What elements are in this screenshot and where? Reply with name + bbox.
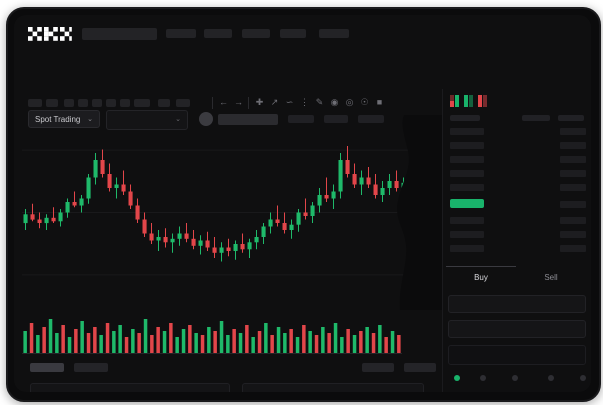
orderbook-view-toggles	[450, 95, 510, 109]
chart-toolbar: ← → ✚ ↗ ∽ ⋮ ✎ ◉ ◎ ☉ ■	[28, 95, 388, 111]
volume-chart	[22, 315, 402, 355]
percent-step-0[interactable]	[454, 375, 460, 381]
tablet-screen: Spot Trading ⌄ ⌄	[14, 15, 591, 392]
tablet-device-frame: Spot Trading ⌄ ⌄	[6, 7, 601, 402]
stat-24h-change	[288, 115, 314, 123]
trash-icon[interactable]: ■	[376, 97, 383, 107]
chart-occlusion-overlay	[392, 115, 444, 310]
stat-24h-high	[324, 115, 348, 123]
eye-icon[interactable]: ◎	[345, 97, 354, 107]
nav-item-trade[interactable]	[242, 29, 270, 38]
interval-1h[interactable]	[78, 99, 88, 107]
orderbook-bid-amount	[560, 231, 586, 238]
candlestick-chart[interactable]	[22, 115, 442, 310]
crosshair-icon[interactable]: ✚	[255, 97, 264, 107]
orderbook-ask-row[interactable]	[450, 128, 484, 135]
spot-trading-label: Spot Trading	[35, 115, 81, 124]
undo-icon[interactable]: ←	[219, 97, 228, 107]
orderbook-col-price	[450, 115, 480, 121]
orderbook-bid-row[interactable]	[450, 231, 484, 238]
top-navigation-bar	[14, 15, 591, 51]
orderbook-ask-amount	[560, 156, 586, 163]
ruler-icon[interactable]: ⋮	[300, 97, 309, 107]
interval-1d[interactable]	[106, 99, 116, 107]
percent-step-100[interactable]	[580, 375, 586, 381]
tab-positions[interactable]	[362, 363, 394, 372]
spot-trading-button[interactable]: Spot Trading ⌄	[28, 110, 100, 128]
okx-logo[interactable]	[28, 27, 72, 41]
trading-pair-select[interactable]: ⌄	[106, 110, 188, 130]
orderbook-spread-row	[450, 199, 484, 208]
chart-settings-button[interactable]	[176, 99, 190, 107]
interval-15m[interactable]	[64, 99, 74, 107]
global-search-input[interactable]	[82, 28, 157, 40]
redo-icon[interactable]: →	[234, 97, 243, 107]
orderbook-ask-row[interactable]	[450, 156, 484, 163]
orderbook-bid-amount	[560, 245, 586, 252]
chevron-down-icon: ⌄	[175, 116, 181, 123]
last-price-value	[218, 114, 278, 125]
order-amount-field[interactable]	[448, 320, 586, 338]
magnet-icon[interactable]: ◉	[330, 97, 339, 107]
orderbook-spread-amount	[560, 201, 586, 208]
tab-assets[interactable]	[404, 363, 436, 372]
orderbook-ask-row[interactable]	[450, 142, 484, 149]
orderbook-ask-amount	[560, 170, 586, 177]
market-sub-bar: Spot Trading ⌄ ⌄	[14, 59, 591, 130]
orderbook-bids-icon[interactable]	[464, 95, 474, 107]
tab-sell[interactable]: Sell	[544, 273, 558, 282]
trendline-icon[interactable]: ↗	[270, 97, 279, 107]
chevron-down-icon: ⌄	[87, 116, 93, 123]
toolbar-divider	[212, 97, 213, 109]
nav-item-markets[interactable]	[204, 29, 232, 38]
orderbook-col-total	[558, 115, 584, 121]
brush-icon[interactable]: ✎	[315, 97, 324, 107]
percent-step-75[interactable]	[548, 375, 554, 381]
orderbook-both-icon[interactable]	[450, 95, 460, 107]
candlestick-chart-canvas	[22, 146, 442, 276]
orderbook-ask-amount	[560, 142, 586, 149]
percent-step-25[interactable]	[480, 375, 486, 381]
trade-history-panel	[242, 383, 424, 392]
wave-icon[interactable]: ∽	[285, 97, 294, 107]
orderbook-bid-row[interactable]	[450, 217, 484, 224]
compare-button[interactable]	[158, 99, 170, 107]
open-orders-panel	[30, 383, 230, 392]
orderbook-bid-amount	[560, 217, 586, 224]
indicators-button[interactable]	[134, 99, 150, 107]
tab-order-history[interactable]	[74, 363, 108, 372]
nav-item-buy-crypto[interactable]	[166, 29, 196, 38]
interval-5m[interactable]	[46, 99, 58, 107]
order-price-field[interactable]	[448, 295, 586, 313]
toolbar-divider	[248, 97, 249, 109]
orderbook-bid-row[interactable]	[450, 245, 484, 252]
lock-icon[interactable]: ☉	[360, 97, 369, 107]
orderbook-col-amount	[522, 115, 550, 121]
volume-chart-canvas	[22, 319, 402, 354]
order-total-field[interactable]	[448, 345, 586, 365]
tab-open-orders[interactable]	[30, 363, 64, 372]
orderbook-ask-amount	[560, 184, 586, 191]
buy-tab-underline	[446, 266, 516, 267]
orderbook-ask-row[interactable]	[450, 170, 484, 177]
tab-buy[interactable]: Buy	[474, 273, 488, 282]
interval-1w[interactable]	[120, 99, 130, 107]
interval-4h[interactable]	[92, 99, 102, 107]
nav-item-web3[interactable]	[319, 29, 349, 38]
stat-24h-low	[358, 115, 384, 123]
orderbook-and-trade-panel	[442, 89, 591, 392]
interval-1m[interactable]	[28, 99, 42, 107]
order-side-tabs: Buy Sell	[446, 269, 586, 287]
orderbook-asks-icon[interactable]	[478, 95, 488, 107]
nav-item-earn[interactable]	[280, 29, 306, 38]
orderbook-ask-amount	[560, 128, 586, 135]
percent-step-50[interactable]	[512, 375, 518, 381]
orderbook-ask-row[interactable]	[450, 184, 484, 191]
coin-icon	[199, 112, 213, 126]
